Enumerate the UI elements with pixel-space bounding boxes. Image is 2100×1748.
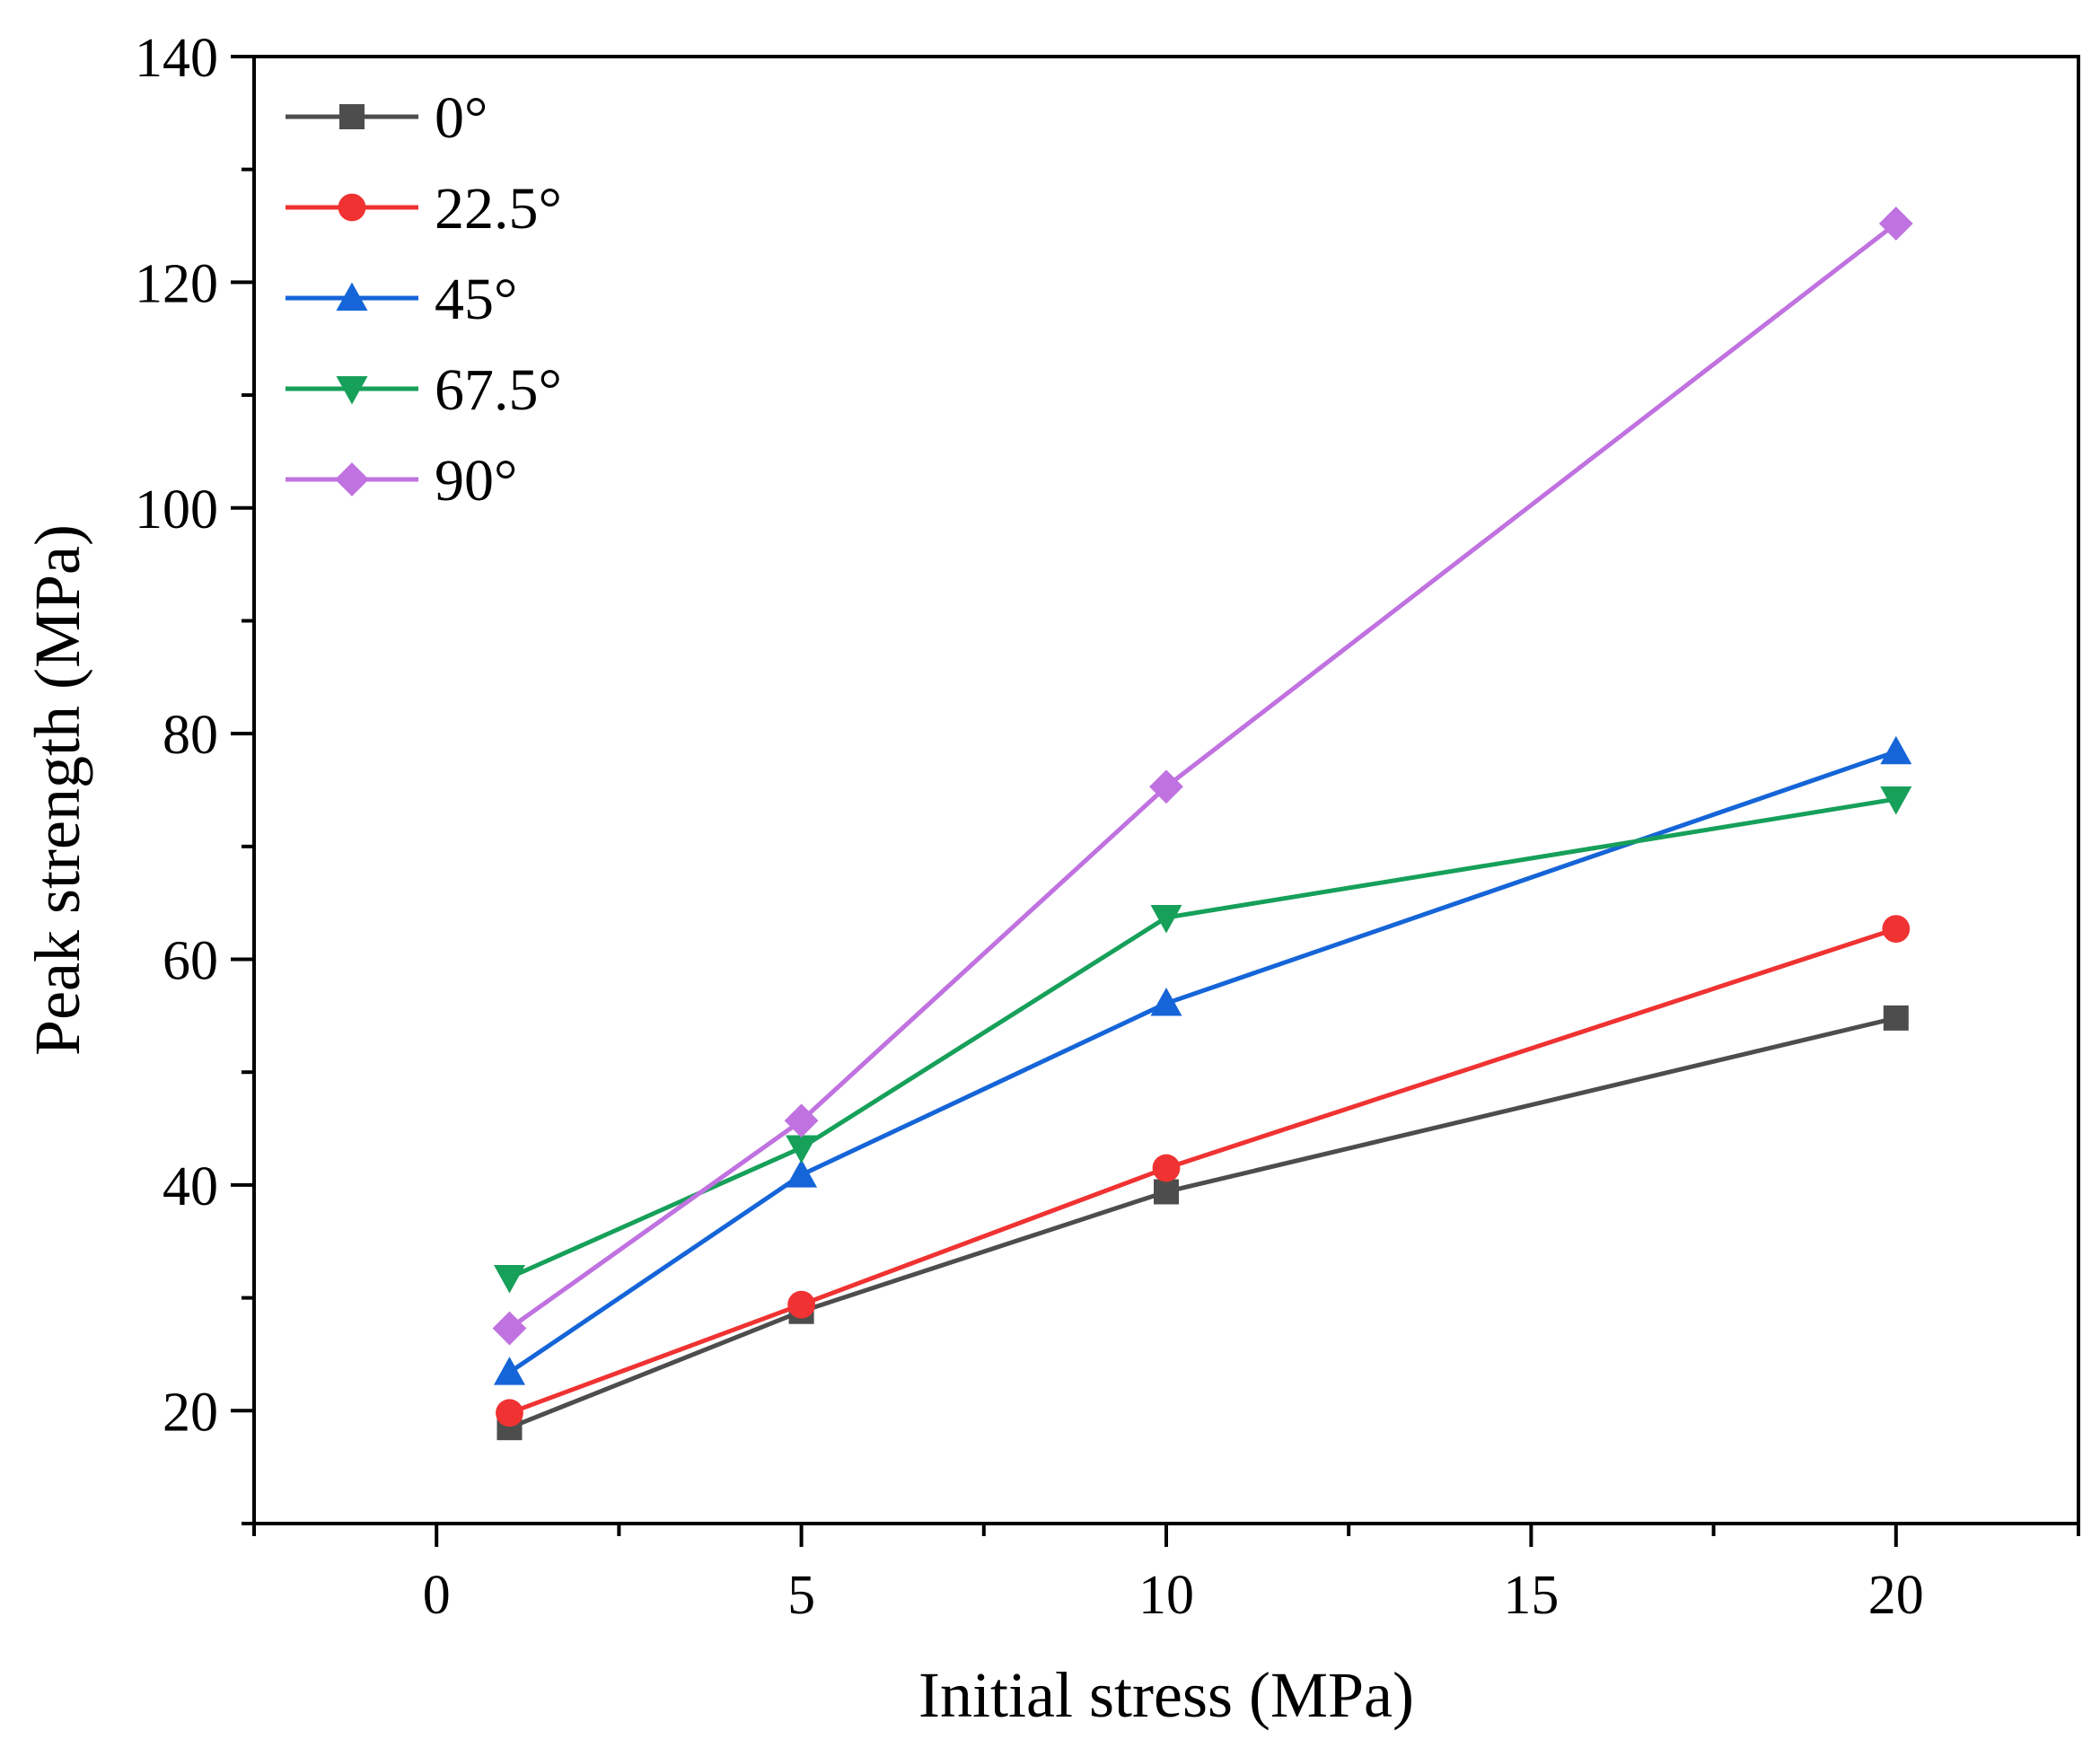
series-line bbox=[508, 222, 1898, 1331]
y-tick-label: 40 bbox=[163, 1156, 218, 1217]
data-point bbox=[1150, 905, 1182, 934]
x-tick-label: 15 bbox=[1503, 1565, 1559, 1626]
y-axis-title: Peak strength (MPa) bbox=[22, 524, 93, 1056]
legend-entry: 22.5° bbox=[286, 176, 562, 242]
legend: 0° 22.5° 45° 67.5° 90° bbox=[286, 85, 562, 514]
y-tick-label: 100 bbox=[135, 479, 218, 540]
series-3 bbox=[493, 786, 1912, 1294]
legend-marker bbox=[339, 104, 365, 129]
series-0 bbox=[496, 1005, 1909, 1441]
data-point bbox=[786, 1159, 818, 1188]
legend-label: 45° bbox=[435, 267, 517, 332]
x-tick-label: 5 bbox=[787, 1565, 815, 1626]
legend-label: 22.5° bbox=[435, 176, 562, 242]
series-2 bbox=[493, 735, 1912, 1385]
legend-marker bbox=[338, 193, 366, 222]
x-axis-title: Initial stress (MPa) bbox=[918, 1659, 1414, 1731]
axes: 0 5 10 15 20 20 40 60 80 100 120 140 bbox=[135, 28, 2080, 1626]
x-tick-label: 0 bbox=[423, 1565, 451, 1626]
series-line bbox=[508, 1015, 1897, 1430]
data-point bbox=[1878, 206, 1913, 241]
series-line bbox=[508, 796, 1897, 1280]
legend-entry: 45° bbox=[286, 267, 517, 332]
data-point bbox=[1154, 1179, 1179, 1205]
legend-entry: 0° bbox=[286, 85, 488, 151]
legend-marker bbox=[335, 462, 369, 496]
data-point bbox=[1880, 786, 1912, 815]
series-layer bbox=[492, 206, 1913, 1441]
legend-entry: 90° bbox=[286, 448, 517, 514]
data-point bbox=[1150, 988, 1182, 1016]
data-point bbox=[1152, 1154, 1181, 1182]
y-tick-label: 140 bbox=[135, 28, 218, 89]
legend-label: 67.5° bbox=[435, 357, 562, 423]
series-4 bbox=[492, 206, 1913, 1346]
data-point bbox=[1149, 769, 1183, 804]
data-point bbox=[1880, 735, 1912, 765]
y-tick-label: 80 bbox=[163, 705, 218, 766]
data-point bbox=[1882, 915, 1911, 944]
x-tick-label: 20 bbox=[1868, 1565, 1924, 1626]
data-point bbox=[492, 1311, 527, 1346]
data-point bbox=[1883, 1005, 1909, 1031]
data-point bbox=[493, 1264, 525, 1294]
data-point bbox=[493, 1357, 525, 1385]
x-tick-label: 10 bbox=[1138, 1565, 1194, 1626]
data-point bbox=[496, 1399, 523, 1427]
series-1 bbox=[496, 915, 1911, 1427]
series-line bbox=[508, 927, 1897, 1416]
legend-label: 90° bbox=[435, 448, 517, 514]
data-point bbox=[786, 1135, 818, 1164]
data-point bbox=[787, 1290, 815, 1319]
legend-marker bbox=[336, 282, 368, 311]
legend-entry: 67.5° bbox=[286, 357, 562, 423]
series-line bbox=[508, 749, 1897, 1375]
y-tick-label: 60 bbox=[163, 931, 218, 992]
legend-label: 0° bbox=[435, 85, 488, 151]
y-tick-label: 20 bbox=[163, 1382, 218, 1443]
data-point bbox=[784, 1103, 819, 1138]
y-tick-label: 120 bbox=[135, 253, 218, 314]
legend-marker bbox=[336, 376, 368, 405]
